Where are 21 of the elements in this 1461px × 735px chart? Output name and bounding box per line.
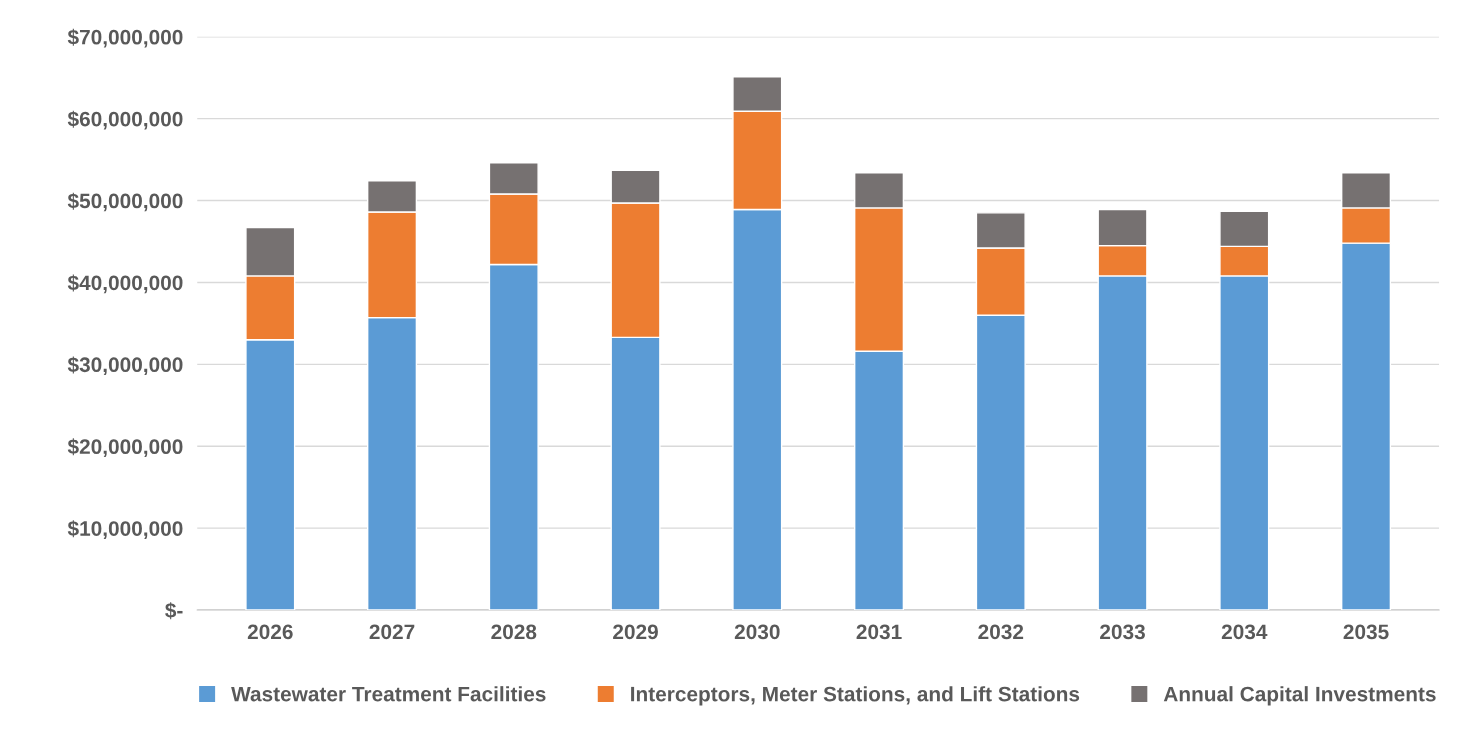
y-tick-label: $40,000,000 xyxy=(67,274,183,294)
legend-label: Interceptors, Meter Stations, and Lift Stations xyxy=(631,686,1080,706)
y-tick-label: $30,000,000 xyxy=(67,356,183,376)
x-tick-label: 2029 xyxy=(613,624,658,640)
y-tick-label: $50,000,000 xyxy=(67,192,183,212)
x-tick-label: 2034 xyxy=(1221,624,1268,640)
legend-label: Wastewater Treatment Facilities xyxy=(231,686,546,702)
x-tick-label: 2030 xyxy=(734,624,780,640)
x-tick-label: 2031 xyxy=(856,624,902,640)
x-tick-label: 2026 xyxy=(247,624,293,640)
x-tick-label: 2033 xyxy=(1100,624,1145,640)
x-tick-label: 2035 xyxy=(1343,624,1389,640)
x-tick-label: 2027 xyxy=(369,624,415,640)
x-tick-label: 2028 xyxy=(491,624,537,640)
y-tick-label: $10,000,000 xyxy=(67,520,183,539)
legend-label: Annual Capital Investments xyxy=(1163,686,1436,706)
y-tick-label: $20,000,000 xyxy=(67,438,183,458)
y-tick-label: $- xyxy=(165,602,183,620)
y-tick-label: $70,000,000 xyxy=(67,28,183,48)
x-tick-label: 2032 xyxy=(978,624,1024,640)
y-tick-label: $60,000,000 xyxy=(67,110,183,130)
